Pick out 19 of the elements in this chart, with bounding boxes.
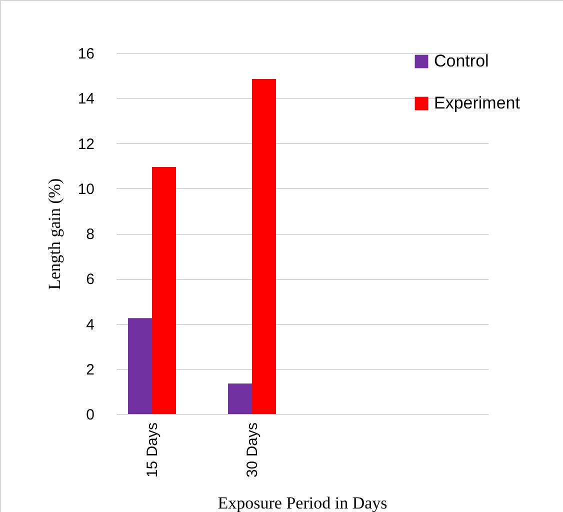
- y-tick-label: 0: [86, 406, 94, 424]
- y-tick-label: 16: [78, 46, 94, 62]
- bar: [152, 166, 176, 414]
- y-tick-label: 12: [78, 136, 94, 153]
- bar: [128, 318, 152, 414]
- legend-label: Experiment: [434, 94, 520, 112]
- y-tick-label: 14: [78, 90, 94, 108]
- y-tick-label: 8: [86, 226, 94, 243]
- y-tick-label: 2: [86, 361, 94, 378]
- legend-label: Control: [434, 52, 489, 70]
- y-tick-label: 6: [86, 271, 94, 288]
- bar: [228, 384, 252, 414]
- x-tick-label: 15 Days: [144, 422, 161, 478]
- x-tick-label: 30 Days: [244, 422, 261, 478]
- x-axis-title: Exposure Period in Days: [218, 494, 388, 512]
- y-tick-label: 10: [78, 180, 94, 198]
- y-tick-label: 4: [86, 316, 94, 334]
- bar: [252, 78, 276, 414]
- y-axis-title: Length gain (%): [44, 178, 64, 290]
